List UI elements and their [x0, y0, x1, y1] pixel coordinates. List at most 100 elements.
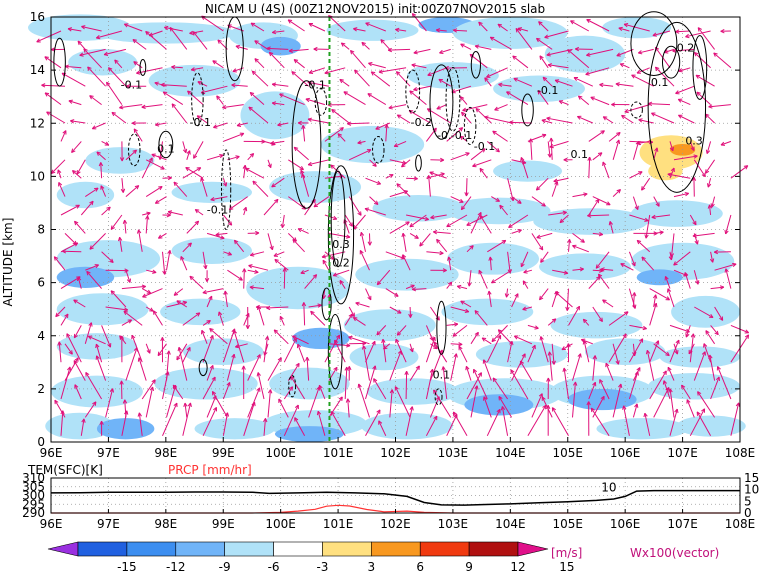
precipitation-tick-label: 10 [744, 483, 759, 497]
contour-label: -0. [437, 129, 451, 142]
shading-patch [659, 346, 740, 368]
wind-arrow [405, 284, 415, 290]
contour-line [661, 45, 681, 79]
wind-arrow [308, 22, 326, 32]
wind-arrow [101, 325, 112, 348]
wind-arrow [190, 67, 204, 72]
wind-arrow [266, 305, 289, 311]
wind-arrow [539, 288, 549, 301]
wind-arrow [182, 346, 191, 363]
wind-arrow [433, 229, 451, 235]
wind-arrow [85, 187, 99, 198]
wind-arrow [327, 102, 346, 108]
wind-arrow [498, 395, 513, 418]
wind-arrow [95, 30, 123, 40]
wind-arrow [132, 39, 147, 50]
shading-patch [68, 48, 138, 76]
wind-arrow [107, 67, 127, 87]
wind-arrow [196, 115, 208, 124]
colorbar-tick-label: 9 [465, 560, 473, 574]
wind-arrow [145, 159, 165, 170]
wind-arrow [345, 398, 351, 418]
contour-labels: -0.1-0.10.1-0.1-0.10.30.2-0.2-0. -0.1-0.1… [121, 42, 703, 382]
wind-arrow [202, 335, 214, 363]
wind-arrow [46, 111, 66, 124]
wind-arrow [612, 189, 621, 197]
wind-arrow [359, 231, 366, 252]
contour-line [647, 21, 707, 193]
wind-arrow [464, 178, 469, 197]
wind-arrow [186, 220, 200, 234]
wind-arrow [546, 116, 573, 124]
wind-arrow [91, 122, 106, 130]
colorbar-segment [175, 541, 225, 557]
wind-arrow [266, 46, 289, 51]
wind-arrow [459, 135, 468, 142]
wind-arrow [511, 293, 519, 308]
wind-arrow [162, 91, 184, 106]
wind-arrow [58, 182, 66, 197]
wind-arrow [369, 196, 379, 205]
wind-arrow [245, 167, 265, 179]
shading-patch [441, 298, 534, 326]
wind-arrow [293, 146, 309, 161]
wind-arrow [249, 251, 265, 257]
colorbar-tick-label: 6 [416, 560, 424, 574]
wind-arrow [162, 371, 170, 400]
contour-label: -0.1 [190, 116, 211, 129]
wind-arrow [539, 55, 549, 69]
wind-arrow [41, 83, 66, 88]
wind-arrow [217, 311, 224, 326]
wind-arrow [60, 366, 72, 400]
wind-arrow [81, 25, 102, 32]
colorbar-min-triangle [47, 541, 79, 557]
wind-arrow [202, 288, 224, 295]
wind-arrow [227, 24, 244, 32]
wind-arrow [632, 403, 639, 418]
wind-arrow [145, 343, 151, 354]
wind-arrow [587, 213, 610, 218]
wind-arrow [361, 345, 370, 381]
wind-arrow [279, 93, 305, 106]
x-tick-label: 101E [323, 446, 354, 460]
wind-arrow [551, 407, 569, 437]
vector-legend: Wx100(vector) [630, 546, 719, 560]
precipitation-axis-label: PRCP [mm/hr] [168, 463, 252, 477]
wind-arrow [425, 336, 436, 363]
wind-arrow [515, 28, 533, 50]
wind-arrow [243, 139, 266, 144]
wind-arrow [344, 214, 353, 227]
wind-arrow [247, 230, 260, 236]
wind-arrow [396, 114, 411, 124]
wind-arrow [430, 157, 445, 163]
wind-arrow [256, 305, 265, 326]
contour-line [415, 154, 422, 172]
wind-arrow [459, 96, 468, 105]
wind-arrow [376, 325, 387, 336]
wind-arrow [85, 372, 103, 400]
wind-arrow [489, 36, 512, 50]
wind-arrow [547, 318, 557, 326]
wind-arrow [279, 315, 285, 326]
wind-arrow [429, 171, 447, 179]
wind-arrow [425, 415, 438, 437]
contour-line [692, 35, 708, 100]
wind-arrow [167, 210, 183, 216]
wind-arrow [572, 353, 582, 381]
wind-arrow [322, 259, 330, 271]
wind-arrow [340, 42, 350, 50]
wind-arrow [247, 269, 259, 274]
shading-patch [56, 181, 115, 209]
wind-arrow [95, 343, 103, 363]
contour-line [330, 170, 346, 268]
shading-patch [630, 200, 723, 227]
wind-arrow [206, 232, 225, 240]
wind-arrow [84, 401, 97, 418]
wind-arrow [474, 310, 488, 326]
wind-arrow [283, 337, 297, 363]
wind-arrow [223, 251, 232, 256]
wind-arrow [381, 338, 387, 363]
wind-arrow [122, 219, 128, 234]
wind-arrow [359, 250, 370, 271]
